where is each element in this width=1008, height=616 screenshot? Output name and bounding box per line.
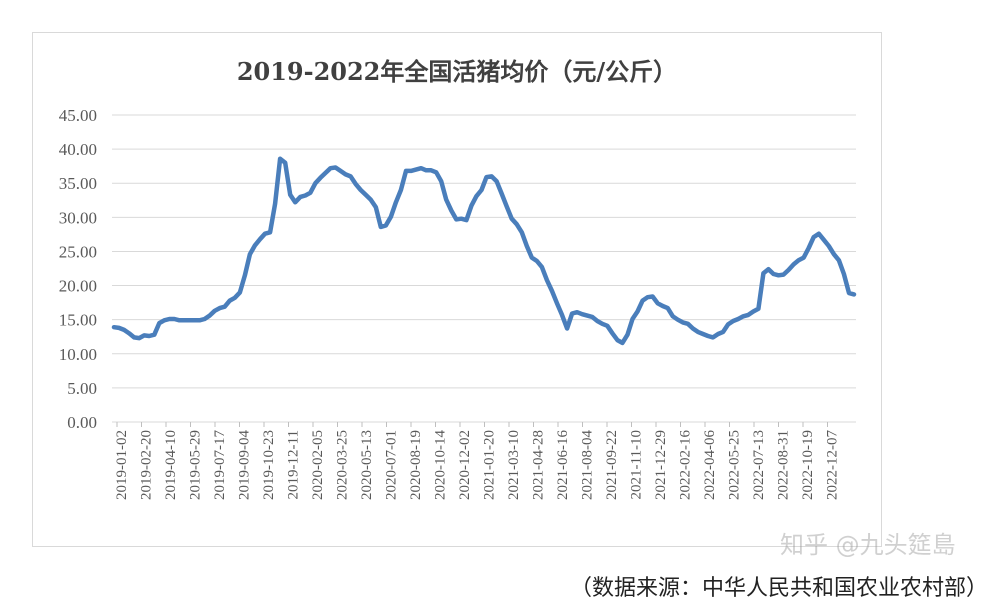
x-axis-ticks: 2019-01-02 2019-02-20 2019-04-10 2019-05-29…	[114, 422, 841, 500]
x-tick-label: 2022-08-31	[776, 430, 792, 500]
x-tick-label: 2020-05-13	[359, 430, 375, 500]
x-tick-label: 2020-03-25	[335, 430, 351, 500]
x-tick-label: 2021-03-10	[506, 430, 522, 500]
x-tick-label: 2021-08-04	[580, 430, 596, 500]
y-tick-label: 20.00	[59, 277, 97, 296]
y-tick-label: 35.00	[59, 174, 97, 193]
x-tick-label: 2022-05-25	[727, 430, 743, 500]
y-tick-label: 45.00	[59, 106, 97, 125]
x-tick-label: 2022-07-13	[751, 430, 767, 500]
x-tick-label: 2021-12-29	[653, 430, 669, 500]
x-tick-label: 2022-04-06	[702, 430, 718, 500]
x-tick-label: 2020-08-19	[408, 430, 424, 500]
x-tick-label: 2019-10-23	[261, 430, 277, 500]
x-tick-label: 2019-12-11	[286, 430, 302, 499]
x-tick-label: 2020-10-14	[433, 430, 449, 500]
x-tick-label: 2019-01-02	[114, 430, 130, 500]
y-tick-label: 40.00	[59, 140, 97, 159]
source-note: （数据来源：中华人民共和国农业农村部）	[569, 576, 988, 601]
x-tick-label: 2019-07-17	[212, 430, 228, 500]
y-tick-label: 0.00	[67, 413, 97, 432]
x-tick-label: 2021-06-16	[555, 430, 571, 500]
gridlines	[112, 114, 856, 423]
series-layer	[111, 156, 857, 346]
y-tick-label: 30.00	[59, 208, 97, 227]
x-tick-label: 2019-02-20	[139, 430, 155, 500]
y-tick-label: 5.00	[67, 379, 97, 398]
watermark-text: 知乎 @九头筵島	[780, 531, 956, 559]
y-tick-label: 25.00	[59, 242, 97, 261]
y-tick-label: 15.00	[59, 311, 97, 330]
x-tick-label: 2019-09-04	[237, 430, 253, 500]
x-tick-label: 2021-04-28	[531, 430, 547, 500]
x-tick-label: 2020-12-02	[457, 430, 473, 500]
x-tick-label: 2019-04-10	[163, 430, 179, 500]
x-tick-label: 2022-12-07	[825, 430, 841, 500]
chart-frame	[32, 32, 882, 547]
x-tick-label: 2021-09-22	[604, 430, 620, 500]
x-tick-label: 2020-02-05	[310, 430, 326, 500]
chart-title: 2019-2022年全国活猪均价（元/公斤）	[236, 57, 678, 86]
series-line	[111, 156, 857, 346]
x-tick-label: 2022-10-19	[800, 430, 816, 500]
y-axis-ticks: 0.00 5.00 10.00 15.00 20.00 25.00 30.00 35.00 40…	[59, 106, 97, 432]
x-tick-label: 2021-01-20	[482, 430, 498, 500]
x-tick-label: 2022-02-16	[678, 430, 694, 500]
x-tick-label: 2019-05-29	[188, 430, 204, 500]
x-tick-label: 2021-11-10	[629, 430, 645, 499]
y-tick-label: 10.00	[59, 345, 97, 364]
x-tick-label: 2020-07-01	[384, 430, 400, 500]
